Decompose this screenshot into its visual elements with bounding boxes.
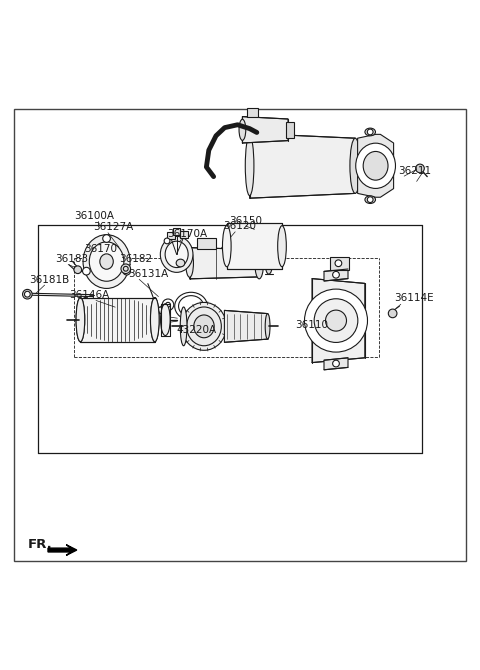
Ellipse shape	[363, 151, 388, 180]
Ellipse shape	[151, 297, 159, 342]
Ellipse shape	[325, 310, 347, 331]
Text: 36183: 36183	[55, 254, 88, 264]
Polygon shape	[80, 297, 155, 342]
Ellipse shape	[350, 138, 360, 194]
Polygon shape	[324, 358, 348, 370]
Ellipse shape	[176, 259, 185, 267]
Bar	[247, 108, 258, 117]
Ellipse shape	[255, 248, 264, 279]
Ellipse shape	[186, 249, 193, 277]
Text: 36100A: 36100A	[74, 211, 114, 220]
Text: 36181B: 36181B	[29, 275, 69, 285]
Ellipse shape	[181, 302, 227, 350]
Text: 36150: 36150	[229, 216, 263, 226]
Bar	[173, 228, 180, 235]
Polygon shape	[224, 310, 268, 342]
Circle shape	[116, 251, 122, 258]
Ellipse shape	[304, 289, 368, 352]
Ellipse shape	[89, 242, 124, 281]
Ellipse shape	[223, 226, 231, 267]
Bar	[330, 257, 349, 270]
Bar	[167, 232, 175, 239]
Circle shape	[123, 267, 131, 275]
Circle shape	[388, 309, 397, 318]
Circle shape	[333, 360, 339, 367]
Ellipse shape	[151, 297, 159, 342]
Ellipse shape	[245, 136, 254, 196]
Circle shape	[367, 129, 373, 135]
Text: 36127A: 36127A	[94, 222, 134, 232]
Circle shape	[24, 291, 30, 297]
Ellipse shape	[239, 119, 246, 140]
Bar	[180, 231, 188, 238]
Bar	[286, 122, 294, 138]
Ellipse shape	[180, 307, 187, 346]
Text: FR.: FR.	[28, 538, 53, 551]
Ellipse shape	[265, 314, 270, 339]
Ellipse shape	[175, 292, 207, 320]
Circle shape	[111, 247, 127, 263]
Circle shape	[83, 267, 90, 275]
Text: 36114E: 36114E	[395, 293, 434, 304]
Text: 43220A: 43220A	[177, 325, 217, 335]
Ellipse shape	[356, 143, 396, 188]
Ellipse shape	[365, 196, 375, 204]
Circle shape	[121, 264, 131, 273]
Polygon shape	[312, 279, 365, 362]
Ellipse shape	[76, 297, 84, 342]
Circle shape	[416, 164, 424, 173]
Polygon shape	[324, 269, 348, 281]
Text: 36131A: 36131A	[129, 269, 169, 279]
Ellipse shape	[265, 253, 273, 274]
Circle shape	[23, 289, 32, 299]
Text: 36170A: 36170A	[167, 229, 207, 239]
Circle shape	[103, 234, 110, 243]
Polygon shape	[48, 545, 77, 555]
Circle shape	[164, 238, 170, 244]
Circle shape	[333, 271, 339, 278]
Circle shape	[335, 260, 342, 267]
Polygon shape	[227, 223, 282, 269]
Polygon shape	[358, 135, 394, 197]
Text: 36211: 36211	[398, 165, 432, 176]
Circle shape	[162, 299, 174, 310]
Ellipse shape	[160, 304, 170, 336]
Ellipse shape	[179, 295, 204, 317]
Ellipse shape	[160, 237, 193, 273]
Circle shape	[74, 266, 82, 273]
Text: 36110: 36110	[295, 320, 328, 330]
Ellipse shape	[76, 297, 84, 342]
Ellipse shape	[165, 241, 188, 267]
Ellipse shape	[314, 299, 358, 342]
Circle shape	[367, 197, 373, 202]
Polygon shape	[250, 133, 355, 198]
Text: 36120: 36120	[223, 221, 256, 231]
Polygon shape	[190, 248, 259, 279]
Ellipse shape	[277, 226, 286, 267]
Ellipse shape	[83, 234, 130, 289]
Ellipse shape	[187, 307, 221, 346]
Bar	[197, 238, 216, 249]
Circle shape	[174, 259, 181, 267]
Text: 36170: 36170	[84, 245, 117, 255]
Ellipse shape	[194, 315, 214, 338]
Ellipse shape	[365, 128, 375, 136]
Text: 36182: 36182	[119, 254, 152, 264]
Text: 36146A: 36146A	[70, 290, 110, 300]
Ellipse shape	[100, 254, 113, 269]
Polygon shape	[242, 117, 288, 143]
